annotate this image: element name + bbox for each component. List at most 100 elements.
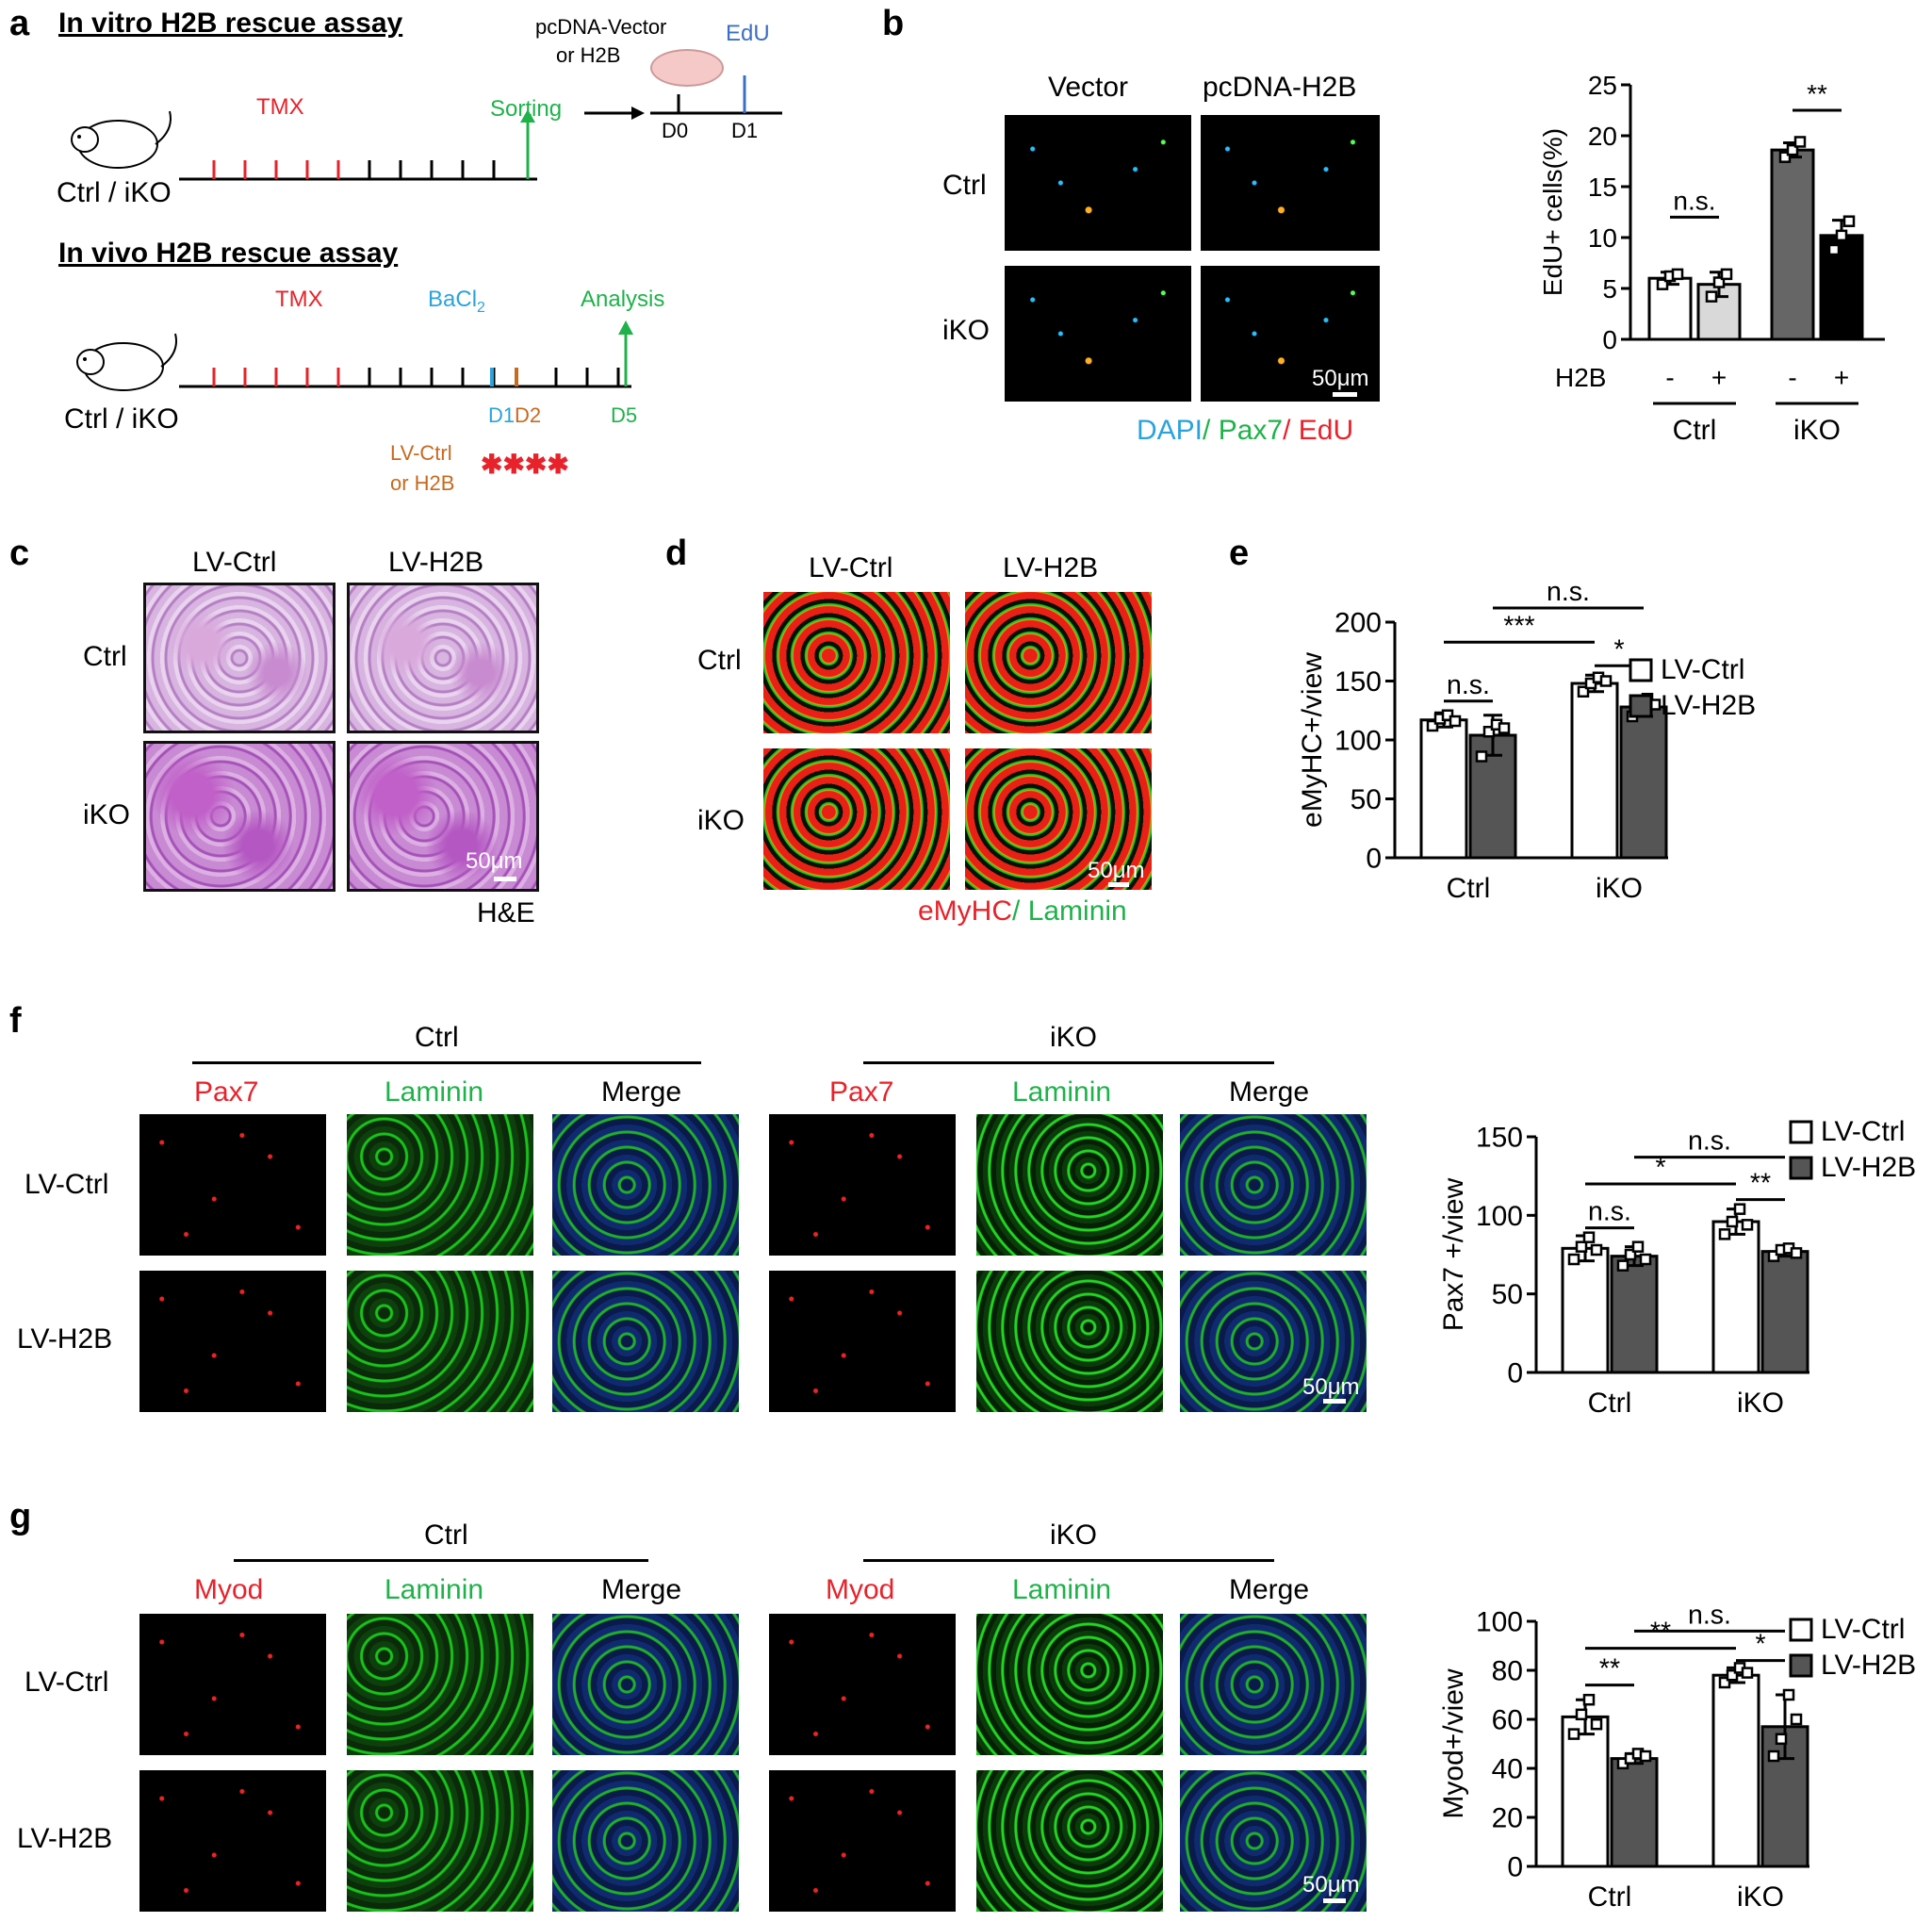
y-tick-label: 10 (1588, 223, 1617, 253)
panel-b-label: b (882, 4, 905, 43)
d-col2: LV-H2B (1003, 552, 1099, 583)
y-axis-label: Myod+/view (1438, 1668, 1469, 1819)
sorting-label: Sorting (490, 96, 563, 122)
data-point (1567, 1728, 1580, 1740)
y-tick-label: 100 (1476, 1201, 1523, 1232)
f-col-laminin-ctrl: Laminin (385, 1076, 484, 1108)
data-point (1590, 1717, 1603, 1731)
bar (1647, 276, 1693, 341)
bar (1770, 148, 1815, 341)
micrograph-g-iko-lvctrl-laminin (976, 1614, 1163, 1755)
data-point (1712, 276, 1726, 288)
data-point (1775, 1733, 1788, 1746)
y-tick-label: 20 (1588, 122, 1617, 151)
invitro-title: In vitro H2B rescue assay (58, 8, 403, 39)
g-group-ctrl: Ctrl (424, 1520, 468, 1551)
micrograph-d-ctrl-lvctrl (763, 592, 950, 733)
micrograph-g-ctrl-lvctrl-myod (139, 1614, 326, 1755)
micrograph-b-ctrl-h2b (1201, 115, 1380, 251)
legend-label: LV-H2B (1821, 1152, 1916, 1183)
data-point (1639, 1750, 1652, 1763)
data-point (1842, 215, 1856, 227)
lv-line2: or H2B (390, 471, 455, 495)
culture-dish-icon (650, 49, 724, 87)
y-tick-label: 0 (1507, 1852, 1523, 1883)
data-point (1671, 268, 1684, 281)
d2-label: D2 (515, 403, 542, 427)
y-tick-label: 150 (1476, 1123, 1523, 1154)
micrograph-g-ctrl-lvh2b-laminin (347, 1770, 533, 1912)
significance-label: *** (1503, 611, 1534, 641)
panel-f-label: f (9, 1001, 22, 1041)
f-scale-bar (1323, 1399, 1346, 1404)
data-point (1786, 143, 1799, 156)
category-label: Ctrl (1588, 1388, 1632, 1419)
bar (1610, 1757, 1659, 1868)
data-point (1741, 1667, 1754, 1679)
data-point (1705, 290, 1718, 303)
significance-label: n.s. (1547, 577, 1590, 607)
data-point (1599, 675, 1613, 687)
b-col-vector: Vector (1048, 72, 1129, 103)
f-col-merge-iko: Merge (1229, 1076, 1310, 1108)
g-scale-bar (1323, 1898, 1346, 1903)
micrograph-f-ctrl-lvctrl-laminin (347, 1114, 533, 1256)
chart-b: 0 5 10 15 20 25 EdU+ cells(%) n.s. ** H2B - + - + Ctrl… (1538, 71, 1885, 446)
micrograph-b-iko-h2b (1201, 266, 1380, 402)
panel-e-label: e (1229, 534, 1250, 573)
data-point (1498, 722, 1511, 734)
data-point (1482, 726, 1496, 738)
b-col-h2b: pcDNA-H2B (1203, 72, 1357, 103)
micrograph-f-ctrl-lvctrl-merge (552, 1114, 739, 1256)
d-row-ctrl: Ctrl (697, 645, 742, 676)
g-iko-line (863, 1559, 1274, 1562)
y-tick-label: 100 (1476, 1607, 1523, 1638)
bar (1610, 1255, 1659, 1374)
c-row-iko: iKO (83, 799, 131, 830)
tmx-label-invitro: TMX (256, 94, 304, 120)
h2b-sign: + (1711, 363, 1727, 392)
g-row1: LV-Ctrl (25, 1667, 109, 1698)
g-col-laminin-iko: Laminin (1012, 1574, 1112, 1605)
c-stain-label: H&E (477, 897, 535, 928)
data-point (1793, 136, 1807, 148)
y-tick-label: 25 (1588, 71, 1617, 100)
b-row-ctrl: Ctrl (942, 170, 987, 201)
f-ctrl-line (192, 1061, 701, 1064)
c-row-ctrl: Ctrl (83, 641, 127, 672)
y-tick-label: 50 (1492, 1279, 1523, 1310)
f-col-pax7-iko: Pax7 (829, 1076, 894, 1108)
bar (1419, 718, 1468, 860)
panel-d-label: d (665, 534, 688, 573)
significance-label: ** (1750, 1169, 1771, 1199)
d-stain-legend: eMyHC/ Laminin (918, 895, 1127, 927)
micrograph-d-iko-lvctrl (763, 748, 950, 890)
data-point (1790, 1247, 1803, 1259)
micrograph-g-ctrl-lvh2b-merge (552, 1770, 739, 1912)
legend-swatch (1789, 1156, 1813, 1180)
f-col-laminin-iko: Laminin (1012, 1076, 1112, 1108)
f-group-iko: iKO (1050, 1022, 1098, 1053)
g-row2: LV-H2B (17, 1823, 113, 1854)
category-label: iKO (1737, 1881, 1784, 1913)
micrograph-b-ctrl-vector (1005, 115, 1191, 251)
f-row1: LV-Ctrl (25, 1169, 109, 1200)
micrograph-f-iko-lvh2b-merge (1180, 1271, 1367, 1412)
data-point (1835, 229, 1848, 242)
micrograph-g-ctrl-lvctrl-merge (552, 1614, 739, 1755)
d-row-iko: iKO (697, 805, 745, 836)
data-point (1624, 1248, 1637, 1261)
bar (1561, 1246, 1610, 1374)
group-label: iKO (1793, 415, 1841, 446)
legend-label: LV-H2B (1821, 1650, 1916, 1681)
data-point (1790, 1713, 1803, 1726)
mouse-label-invivo: Ctrl / iKO (64, 403, 179, 435)
data-point (1767, 1750, 1780, 1763)
significance-label: * (1613, 634, 1624, 665)
micrograph-f-iko-lvctrl-merge (1180, 1114, 1367, 1256)
micrograph-f-ctrl-lvh2b-laminin (347, 1271, 533, 1412)
micrograph-f-iko-lvctrl-laminin (976, 1114, 1163, 1256)
micrograph-g-iko-lvh2b-laminin (976, 1770, 1163, 1912)
significance-label: * (1655, 1153, 1665, 1183)
y-axis-label: EdU+ cells(%) (1538, 128, 1567, 296)
